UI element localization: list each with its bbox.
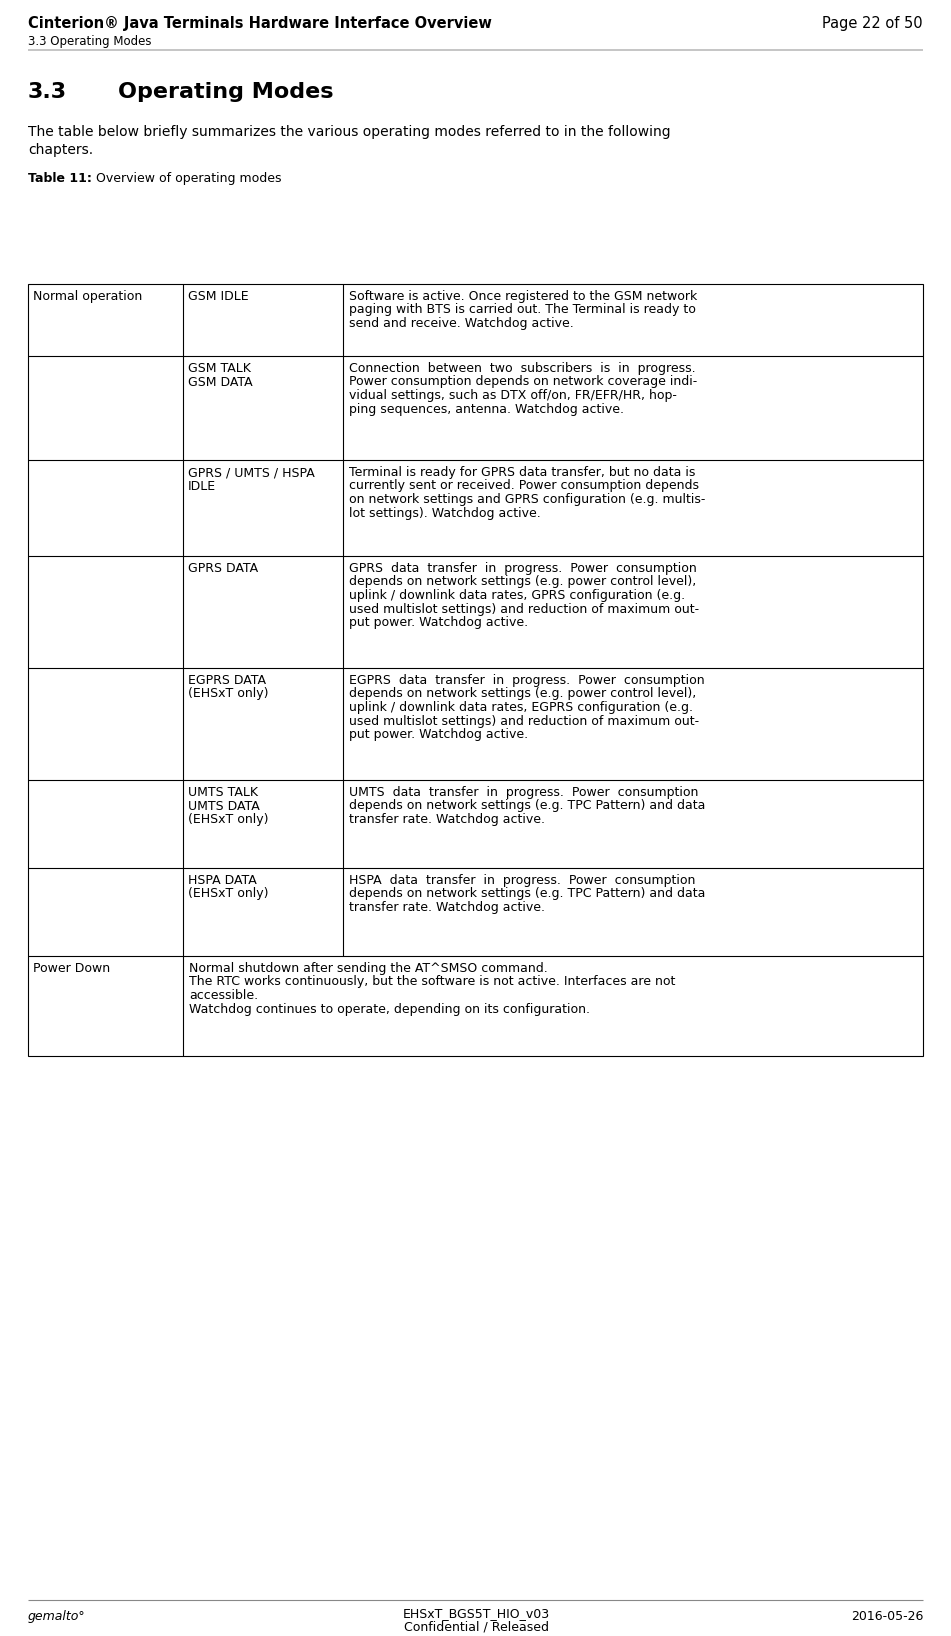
Text: accessible.: accessible. <box>189 990 258 1001</box>
Text: chapters.: chapters. <box>28 142 93 157</box>
Text: Terminal is ready for GPRS data transfer, but no data is: Terminal is ready for GPRS data transfer… <box>349 466 695 479</box>
Text: Connection  between  two  subscribers  is  in  progress.: Connection between two subscribers is in… <box>349 362 695 375</box>
Text: 3.3 Operating Modes: 3.3 Operating Modes <box>28 34 151 47</box>
Text: GPRS  data  transfer  in  progress.  Power  consumption: GPRS data transfer in progress. Power co… <box>349 563 697 574</box>
Text: UMTS DATA: UMTS DATA <box>188 800 260 813</box>
Text: uplink / downlink data rates, EGPRS configuration (e.g.: uplink / downlink data rates, EGPRS conf… <box>349 700 693 713</box>
Text: EGPRS DATA: EGPRS DATA <box>188 674 266 687</box>
Text: Overview of operating modes: Overview of operating modes <box>88 172 281 185</box>
Text: Normal operation: Normal operation <box>33 290 143 303</box>
Text: UMTS  data  transfer  in  progress.  Power  consumption: UMTS data transfer in progress. Power co… <box>349 785 698 798</box>
Text: on network settings and GPRS configuration (e.g. multis-: on network settings and GPRS configurati… <box>349 492 706 506</box>
Bar <box>28 285 923 1055</box>
Text: 2016-05-26: 2016-05-26 <box>850 1610 923 1623</box>
Text: transfer rate. Watchdog active.: transfer rate. Watchdog active. <box>349 813 545 826</box>
Text: Power Down: Power Down <box>33 962 110 975</box>
Text: depends on network settings (e.g. TPC Pattern) and data: depends on network settings (e.g. TPC Pa… <box>349 800 706 813</box>
Text: Page 22 of 50: Page 22 of 50 <box>823 16 923 31</box>
Text: 3.3: 3.3 <box>28 82 68 101</box>
Text: put power. Watchdog active.: put power. Watchdog active. <box>349 728 528 741</box>
Text: used multislot settings) and reduction of maximum out-: used multislot settings) and reduction o… <box>349 602 699 615</box>
Text: currently sent or received. Power consumption depends: currently sent or received. Power consum… <box>349 479 699 492</box>
Text: GSM IDLE: GSM IDLE <box>188 290 248 303</box>
Text: GPRS DATA: GPRS DATA <box>188 563 258 574</box>
Text: paging with BTS is carried out. The Terminal is ready to: paging with BTS is carried out. The Term… <box>349 304 696 316</box>
Text: transfer rate. Watchdog active.: transfer rate. Watchdog active. <box>349 901 545 915</box>
Text: vidual settings, such as DTX off/on, FR/EFR/HR, hop-: vidual settings, such as DTX off/on, FR/… <box>349 389 677 402</box>
Text: depends on network settings (e.g. power control level),: depends on network settings (e.g. power … <box>349 687 696 700</box>
Text: (EHSxT only): (EHSxT only) <box>188 813 268 826</box>
Text: put power. Watchdog active.: put power. Watchdog active. <box>349 617 528 628</box>
Text: IDLE: IDLE <box>188 479 216 492</box>
Text: used multislot settings) and reduction of maximum out-: used multislot settings) and reduction o… <box>349 715 699 728</box>
Text: depends on network settings (e.g. TPC Pattern) and data: depends on network settings (e.g. TPC Pa… <box>349 887 706 900</box>
Text: gemalto°: gemalto° <box>28 1610 86 1623</box>
Text: GSM TALK: GSM TALK <box>188 362 251 375</box>
Text: Watchdog continues to operate, depending on its configuration.: Watchdog continues to operate, depending… <box>189 1003 590 1016</box>
Text: The RTC works continuously, but the software is not active. Interfaces are not: The RTC works continuously, but the soft… <box>189 975 675 988</box>
Text: EHSxT_BGS5T_HIO_v03: EHSxT_BGS5T_HIO_v03 <box>402 1607 550 1620</box>
Text: The table below briefly summarizes the various operating modes referred to in th: The table below briefly summarizes the v… <box>28 124 670 139</box>
Text: uplink / downlink data rates, GPRS configuration (e.g.: uplink / downlink data rates, GPRS confi… <box>349 589 685 602</box>
Text: Power consumption depends on network coverage indi-: Power consumption depends on network cov… <box>349 376 697 388</box>
Text: Normal shutdown after sending the AT^SMSO command.: Normal shutdown after sending the AT^SMS… <box>189 962 548 975</box>
Text: Table 11:: Table 11: <box>28 172 92 185</box>
Text: UMTS TALK: UMTS TALK <box>188 785 258 798</box>
Text: EGPRS  data  transfer  in  progress.  Power  consumption: EGPRS data transfer in progress. Power c… <box>349 674 705 687</box>
Text: (EHSxT only): (EHSxT only) <box>188 887 268 900</box>
Text: GPRS / UMTS / HSPA: GPRS / UMTS / HSPA <box>188 466 315 479</box>
Text: depends on network settings (e.g. power control level),: depends on network settings (e.g. power … <box>349 576 696 589</box>
Text: ping sequences, antenna. Watchdog active.: ping sequences, antenna. Watchdog active… <box>349 402 624 416</box>
Text: send and receive. Watchdog active.: send and receive. Watchdog active. <box>349 317 573 330</box>
Text: GSM DATA: GSM DATA <box>188 376 253 388</box>
Text: HSPA  data  transfer  in  progress.  Power  consumption: HSPA data transfer in progress. Power co… <box>349 874 695 887</box>
Text: HSPA DATA: HSPA DATA <box>188 874 257 887</box>
Text: Software is active. Once registered to the GSM network: Software is active. Once registered to t… <box>349 290 697 303</box>
Text: Cinterion® Java Terminals Hardware Interface Overview: Cinterion® Java Terminals Hardware Inter… <box>28 16 492 31</box>
Text: (EHSxT only): (EHSxT only) <box>188 687 268 700</box>
Text: lot settings). Watchdog active.: lot settings). Watchdog active. <box>349 507 541 520</box>
Text: Operating Modes: Operating Modes <box>118 82 334 101</box>
Text: Confidential / Released: Confidential / Released <box>403 1621 549 1634</box>
